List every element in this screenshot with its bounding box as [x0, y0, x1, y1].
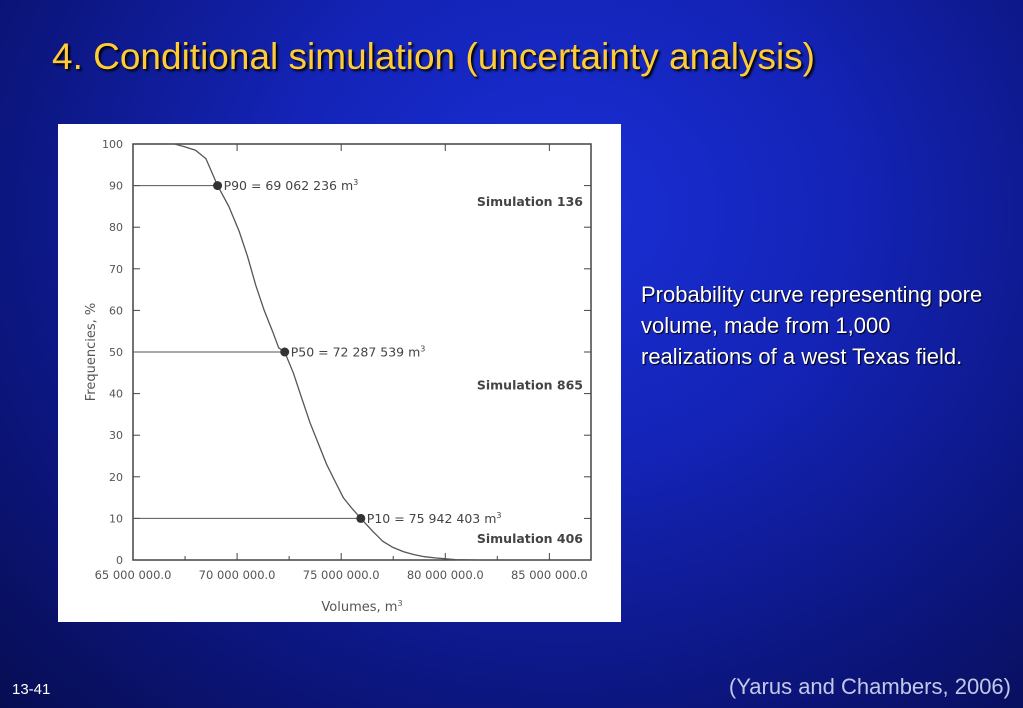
x-axis-label: Volumes, m3	[321, 599, 402, 615]
y-tick-label: 90	[109, 180, 123, 193]
percentile-reference-lines	[133, 185, 361, 519]
x-tick-label: 65 000 000.0	[95, 568, 172, 582]
chart-figure: 0 10 20 30 40 50 60 70 80 90 100 65 000 000.0 70 00…	[58, 124, 621, 622]
y-tick-label: 80	[109, 221, 123, 234]
simulation-annotations: Simulation 136 Simulation 865 Simulation 4…	[477, 194, 583, 546]
figure-caption: Probability curve representing pore volu…	[641, 282, 983, 369]
y-tick-label: 30	[109, 429, 123, 442]
percentile-label: P50 = 72 287 539 m3	[291, 345, 426, 360]
x-axis: 65 000 000.0 70 000 000.0 75 000 000.0 80 0…	[95, 144, 588, 582]
slide-number: 13-41	[12, 681, 51, 698]
simulation-label: Simulation 136	[477, 194, 583, 209]
percentile-label: P90 = 69 062 236 m3	[224, 178, 359, 193]
y-axis-label: Frequencies, %	[84, 303, 99, 401]
y-tick-label: 60	[109, 304, 123, 317]
y-tick-label: 70	[109, 263, 123, 276]
percentile-point	[356, 513, 366, 523]
percentile-point	[213, 181, 223, 191]
percentile-label: P10 = 75 942 403 m3	[367, 511, 502, 526]
x-tick-label: 80 000 000.0	[407, 568, 484, 582]
citation: (Yarus and Chambers, 2006)	[728, 674, 1011, 699]
x-tick-label: 75 000 000.0	[303, 568, 380, 582]
slide-title: 4. Conditional simulation (uncertainty a…	[52, 36, 815, 77]
y-tick-label: 100	[102, 138, 123, 151]
simulation-label: Simulation 865	[477, 377, 583, 392]
y-tick-label: 0	[116, 554, 123, 567]
y-tick-label: 50	[109, 346, 123, 359]
simulation-label: Simulation 406	[477, 531, 583, 546]
probability-chart: 0 10 20 30 40 50 60 70 80 90 100 65 000 000.0 70 00…	[84, 138, 592, 615]
x-tick-label: 70 000 000.0	[199, 568, 276, 582]
y-axis: 0 10 20 30 40 50 60 70 80 90 100	[102, 138, 591, 567]
y-tick-label: 10	[109, 512, 123, 525]
y-tick-label: 40	[109, 388, 123, 401]
percentile-point	[280, 347, 290, 357]
y-tick-label: 20	[109, 471, 123, 484]
x-tick-label: 85 000 000.0	[511, 568, 588, 582]
probability-curve	[174, 143, 477, 561]
percentile-markers: P90 = 69 062 236 m3 P50 = 72 287 539 m3 P1…	[213, 178, 501, 526]
